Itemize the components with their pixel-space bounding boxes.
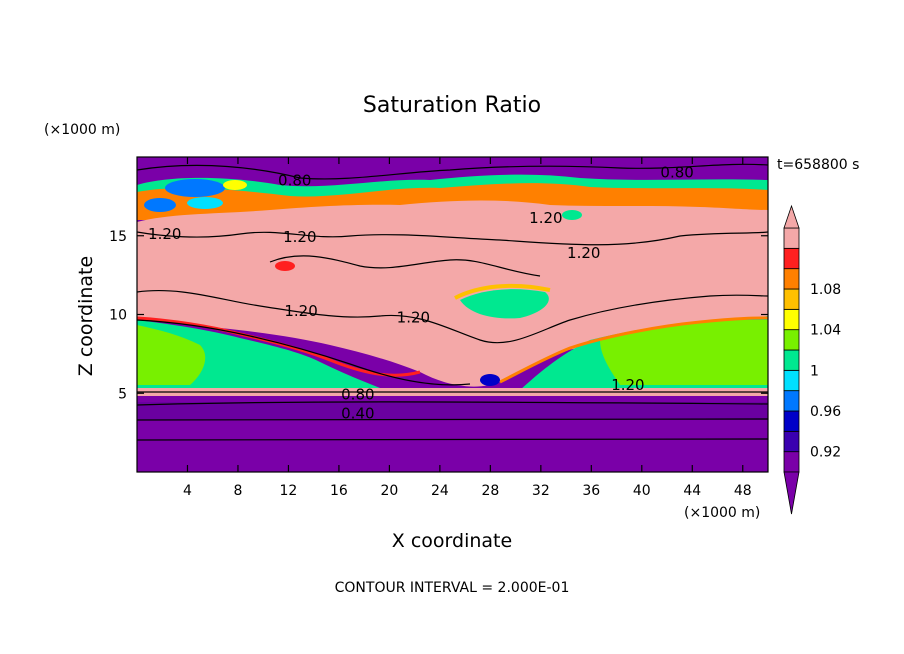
y-axis-ticks: 5 10 15 <box>109 229 768 402</box>
colorbar-band <box>783 329 800 351</box>
colorbar-band <box>783 369 800 392</box>
colorbar-bottom-arrow <box>783 471 800 515</box>
x-unit-label: (×1000 m) <box>684 505 760 521</box>
contour-label: 1.20 <box>397 308 430 326</box>
field-patch-blue-2 <box>144 198 176 212</box>
contour-label: 0.80 <box>660 163 693 181</box>
time-label: t=658800 s <box>777 157 859 173</box>
y-tick-label: 5 <box>118 386 127 402</box>
colorbar-label: 0.92 <box>810 445 841 461</box>
x-tick-label: 28 <box>481 483 499 499</box>
field-patch-blue-1 <box>165 179 225 197</box>
field-patch-red-1 <box>275 261 295 271</box>
colorbar-label: 1.04 <box>810 323 841 339</box>
x-tick-label: 32 <box>532 483 550 499</box>
field-patch-yellow-1 <box>223 180 247 190</box>
field-fringe-red-2 <box>499 316 768 384</box>
contour-label: 1.20 <box>284 302 317 320</box>
x-tick-label: 48 <box>734 483 752 499</box>
x-tick-label: 36 <box>582 483 600 499</box>
field-lightgreen-region-right <box>600 320 768 385</box>
field-lightgreen-region-left <box>137 325 206 385</box>
contour-label: 1.20 <box>567 244 600 262</box>
contour-labels: 0.80 0.80 1.20 1.20 1.20 1.20 1.20 1.20 1.20 0.80… <box>148 163 694 422</box>
field-patch-green-1 <box>562 210 582 220</box>
contour-label: 0.80 <box>341 386 374 404</box>
colorbar-band <box>783 308 800 331</box>
x-axis-ticks: 4 8 12 16 20 24 28 32 36 40 44 48 <box>183 157 752 499</box>
contour-label: 0.80 <box>278 171 311 189</box>
y-tick-label: 10 <box>109 308 127 324</box>
colorbar: 0.92 0.96 1 1.04 1.08 <box>783 204 841 515</box>
x-tick-label: 44 <box>683 483 701 499</box>
contour-label: 1.20 <box>148 225 181 243</box>
footer-contour-interval: CONTOUR INTERVAL = 2.000E-01 <box>335 580 570 596</box>
contour-lines <box>137 163 768 441</box>
colorbar-band <box>783 430 800 453</box>
field-lower-dry-shade <box>137 402 768 420</box>
contour-label: 1.20 <box>283 228 316 246</box>
colorbar-band <box>783 227 800 249</box>
x-tick-label: 16 <box>330 483 348 499</box>
contour-label: 1.20 <box>611 376 644 394</box>
colorbar-label: 1.08 <box>810 282 841 298</box>
colorbar-label: 0.96 <box>810 404 841 420</box>
chart-title: Saturation Ratio <box>363 93 541 118</box>
colorbar-band <box>783 268 800 290</box>
saturation-field <box>137 157 768 472</box>
contour-label: 0.40 <box>341 404 374 422</box>
x-tick-label: 4 <box>183 483 192 499</box>
colorbar-top-arrow <box>783 204 800 229</box>
contour-label: 1.20 <box>529 209 562 227</box>
x-axis-label: X coordinate <box>392 530 512 552</box>
field-patch-blue-3 <box>480 374 500 386</box>
colorbar-band <box>783 390 800 412</box>
x-tick-label: 24 <box>431 483 449 499</box>
x-tick-label: 8 <box>233 483 242 499</box>
colorbar-label: 1 <box>810 363 819 379</box>
x-tick-label: 12 <box>280 483 298 499</box>
y-tick-label: 15 <box>109 229 127 245</box>
colorbar-band <box>783 247 800 270</box>
y-unit-label: (×1000 m) <box>44 122 120 138</box>
field-patch-cyan-1 <box>187 197 223 209</box>
colorbar-band <box>783 410 800 432</box>
x-tick-label: 20 <box>380 483 398 499</box>
colorbar-band <box>783 349 800 371</box>
x-tick-label: 40 <box>633 483 651 499</box>
field-yellow-rim-mid <box>454 283 551 300</box>
y-axis-label: Z coordinate <box>75 256 97 376</box>
colorbar-band <box>783 451 800 473</box>
field-green-patch-mid <box>460 289 549 319</box>
field-fringe-red-1 <box>137 316 421 377</box>
colorbar-band <box>783 288 800 310</box>
